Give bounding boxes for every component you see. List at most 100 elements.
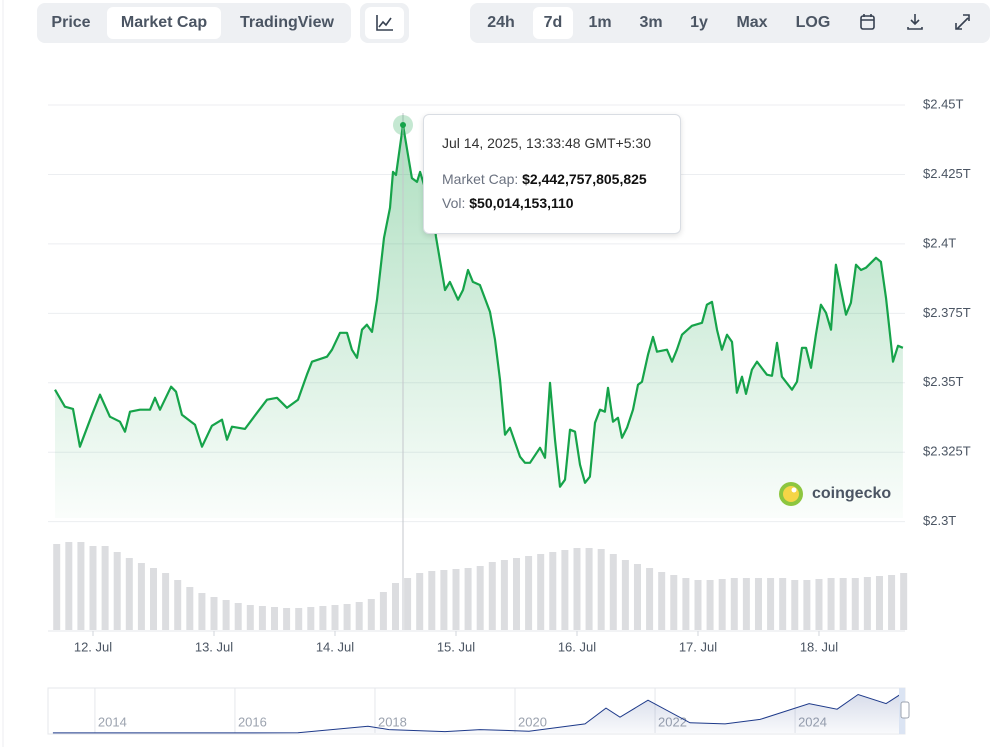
volume-bar bbox=[694, 580, 702, 630]
range-button[interactable]: LOG bbox=[796, 14, 831, 31]
volume-bar bbox=[476, 566, 484, 630]
volume-bar bbox=[500, 560, 508, 630]
volume-bar bbox=[210, 597, 218, 630]
y-tick-label: $2.4T bbox=[923, 235, 956, 250]
tab-active bbox=[107, 7, 221, 39]
volume-bar bbox=[718, 579, 726, 630]
volume-bar bbox=[754, 578, 762, 630]
volume-bar bbox=[355, 602, 363, 630]
volume-bar bbox=[234, 603, 242, 630]
volume-bar bbox=[452, 569, 460, 630]
volume-bar bbox=[198, 593, 206, 630]
volume-bar bbox=[621, 560, 629, 630]
tab-button[interactable]: Price bbox=[51, 14, 90, 31]
range-label: 7d bbox=[544, 14, 563, 31]
range-label: 1y bbox=[690, 14, 708, 31]
volume-bar bbox=[319, 606, 327, 630]
range-button[interactable]: Max bbox=[736, 14, 767, 31]
navigator-tick-label: 2014 bbox=[98, 714, 127, 729]
volume-bar bbox=[875, 576, 883, 630]
x-tick-label: 12. Jul bbox=[74, 639, 112, 654]
volume-bar bbox=[440, 570, 448, 630]
volume-bar bbox=[767, 578, 775, 630]
volume-bar bbox=[53, 544, 61, 630]
volume-bar bbox=[658, 572, 666, 630]
range-active bbox=[533, 7, 573, 39]
volume-bar bbox=[137, 563, 145, 630]
navigator-handle[interactable] bbox=[900, 701, 910, 719]
y-tick-label: $2.35T bbox=[923, 374, 964, 389]
range-button[interactable]: 7d bbox=[533, 7, 573, 39]
fullscreen-icon[interactable] bbox=[955, 14, 970, 30]
volume-bar bbox=[525, 556, 533, 630]
volume-bar bbox=[888, 575, 896, 630]
volume-bar bbox=[307, 607, 315, 630]
tab-label: TradingView bbox=[240, 14, 335, 31]
y-tick-label: $2.425T bbox=[923, 166, 971, 181]
volume-bar bbox=[77, 542, 85, 630]
volume-bar bbox=[65, 542, 73, 630]
tab-button[interactable]: TradingView bbox=[240, 14, 335, 31]
volume-bar bbox=[900, 573, 908, 630]
tooltip-row: Market Cap: $2,442,757,805,825 bbox=[442, 171, 662, 187]
volume-bar bbox=[537, 554, 545, 630]
volume-bar bbox=[101, 546, 109, 630]
tooltip-row: Vol: $50,014,153,110 bbox=[442, 195, 662, 211]
volume-bar bbox=[404, 578, 412, 630]
range-button[interactable]: 24h bbox=[487, 14, 515, 31]
y-tick-label: $2.375T bbox=[923, 305, 971, 320]
volume-bar bbox=[174, 580, 182, 630]
tooltip-value: $50,014,153,110 bbox=[469, 195, 574, 211]
volume-bar bbox=[730, 578, 738, 630]
volume-bar bbox=[464, 568, 472, 630]
range-button[interactable]: 1y bbox=[690, 14, 708, 31]
tooltip-title: Jul 14, 2025, 13:33:48 GMT+5:30 bbox=[442, 135, 651, 151]
tooltip-label: Market Cap: bbox=[442, 171, 519, 187]
volume-bar bbox=[573, 548, 581, 630]
volume-bar bbox=[803, 580, 811, 630]
range-label: 1m bbox=[588, 14, 611, 31]
volume-bar bbox=[89, 546, 97, 630]
volume-bar bbox=[343, 604, 351, 630]
volume-bar bbox=[331, 605, 339, 630]
volume-bar bbox=[222, 600, 230, 630]
y-tick-label: $2.45T bbox=[923, 96, 964, 111]
volume-bar bbox=[488, 562, 496, 630]
x-tick-label: 13. Jul bbox=[195, 639, 233, 654]
volume-bar bbox=[246, 605, 254, 630]
volume-bar bbox=[633, 564, 641, 630]
navigator-tick-label: 2020 bbox=[518, 714, 547, 729]
download-icon[interactable] bbox=[907, 14, 923, 30]
tooltip: Jul 14, 2025, 13:33:48 GMT+5:30 Market C… bbox=[423, 114, 681, 234]
tab-button[interactable]: Market Cap bbox=[107, 7, 221, 39]
range-label: LOG bbox=[796, 14, 831, 31]
volume-bar bbox=[295, 608, 303, 630]
volume-bar bbox=[646, 568, 654, 630]
navigator-area bbox=[52, 692, 904, 733]
volume-bar bbox=[512, 558, 520, 630]
volume-bar bbox=[827, 578, 835, 630]
tab-label: Price bbox=[51, 14, 90, 31]
range-label: Max bbox=[736, 14, 767, 31]
x-tick-label: 15. Jul bbox=[437, 639, 475, 654]
volume-bar bbox=[150, 568, 158, 630]
tooltip-label: Vol: bbox=[442, 195, 466, 211]
volume-bar bbox=[682, 578, 690, 630]
volume-bar bbox=[597, 549, 605, 630]
range-button[interactable]: 1m bbox=[588, 14, 611, 31]
volume-bar bbox=[863, 577, 871, 630]
calendar-icon[interactable] bbox=[860, 14, 875, 30]
volume-bar bbox=[367, 599, 375, 630]
x-tick-label: 17. Jul bbox=[679, 639, 717, 654]
navigator-tick-label: 2018 bbox=[378, 714, 407, 729]
volume-bar bbox=[742, 578, 750, 630]
volume-bar bbox=[391, 583, 399, 630]
tooltip-value: $2,442,757,805,825 bbox=[522, 171, 647, 187]
navigator-line bbox=[52, 691, 904, 734]
range-button[interactable]: 3m bbox=[639, 14, 662, 31]
volume-bar bbox=[670, 575, 678, 630]
x-tick-label: 18. Jul bbox=[800, 639, 838, 654]
volume-bar bbox=[258, 606, 266, 630]
volume-bar bbox=[851, 578, 859, 630]
